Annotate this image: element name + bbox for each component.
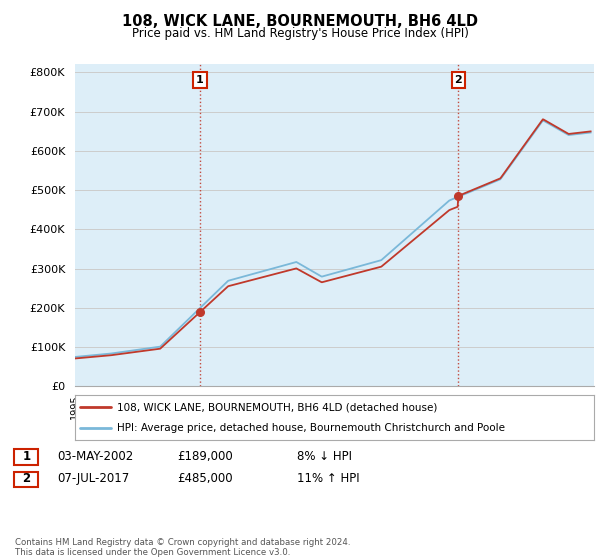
Text: 11% ↑ HPI: 11% ↑ HPI bbox=[297, 472, 359, 486]
Text: 2: 2 bbox=[22, 472, 31, 486]
Text: 108, WICK LANE, BOURNEMOUTH, BH6 4LD (detached house): 108, WICK LANE, BOURNEMOUTH, BH6 4LD (de… bbox=[116, 402, 437, 412]
Text: Contains HM Land Registry data © Crown copyright and database right 2024.
This d: Contains HM Land Registry data © Crown c… bbox=[15, 538, 350, 557]
Text: 07-JUL-2017: 07-JUL-2017 bbox=[57, 472, 129, 486]
Text: 2: 2 bbox=[454, 75, 462, 85]
Text: 8% ↓ HPI: 8% ↓ HPI bbox=[297, 450, 352, 463]
Text: 1: 1 bbox=[22, 450, 31, 463]
Text: £189,000: £189,000 bbox=[177, 450, 233, 463]
Text: £485,000: £485,000 bbox=[177, 472, 233, 486]
Text: HPI: Average price, detached house, Bournemouth Christchurch and Poole: HPI: Average price, detached house, Bour… bbox=[116, 422, 505, 432]
Text: Price paid vs. HM Land Registry's House Price Index (HPI): Price paid vs. HM Land Registry's House … bbox=[131, 27, 469, 40]
Text: 108, WICK LANE, BOURNEMOUTH, BH6 4LD: 108, WICK LANE, BOURNEMOUTH, BH6 4LD bbox=[122, 14, 478, 29]
Text: 1: 1 bbox=[196, 75, 204, 85]
Text: 03-MAY-2002: 03-MAY-2002 bbox=[57, 450, 133, 463]
